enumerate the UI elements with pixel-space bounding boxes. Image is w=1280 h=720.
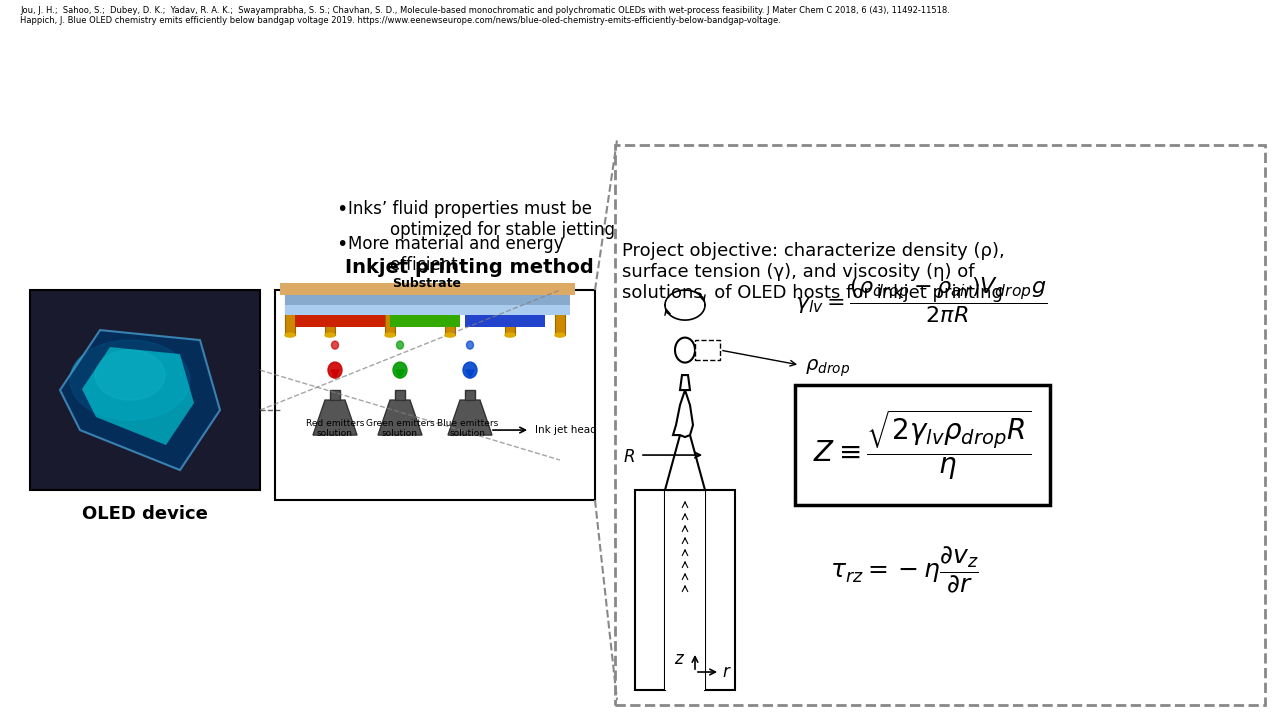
Bar	[556, 295, 564, 335]
Bar	[294, 315, 385, 327]
Ellipse shape	[325, 333, 335, 337]
Ellipse shape	[285, 333, 294, 337]
Text: $\rho_{drop}$: $\rho_{drop}$	[805, 357, 850, 379]
Bar	[396, 390, 404, 400]
Ellipse shape	[95, 350, 165, 400]
Polygon shape	[666, 435, 705, 490]
Polygon shape	[314, 400, 357, 435]
Polygon shape	[332, 370, 339, 378]
Text: Inks’ fluid properties must be
        optimized for stable jetting: Inks’ fluid properties must be optimized…	[348, 200, 614, 239]
Text: $r$: $r$	[722, 663, 732, 681]
Polygon shape	[680, 375, 690, 390]
Bar	[445, 295, 454, 335]
Ellipse shape	[445, 333, 454, 337]
Bar	[325, 295, 335, 335]
Text: $R$: $R$	[623, 448, 635, 466]
Text: Green emitters
solution: Green emitters solution	[366, 418, 434, 438]
Bar	[330, 390, 340, 400]
Bar	[695, 340, 719, 360]
Text: $z$: $z$	[675, 650, 685, 668]
Ellipse shape	[556, 333, 564, 337]
Bar	[29, 290, 260, 490]
Polygon shape	[60, 330, 220, 470]
Bar	[285, 295, 294, 335]
Ellipse shape	[463, 362, 477, 378]
Bar	[465, 315, 545, 327]
Text: Substrate: Substrate	[393, 276, 462, 289]
Text: OLED device: OLED device	[82, 505, 207, 523]
Polygon shape	[378, 400, 422, 435]
Ellipse shape	[328, 362, 342, 378]
Text: •: •	[335, 200, 347, 219]
Bar	[666, 490, 705, 690]
Bar	[705, 490, 735, 690]
Polygon shape	[448, 400, 492, 435]
Bar	[285, 295, 570, 305]
Text: Ink jet head: Ink jet head	[535, 425, 596, 435]
Bar	[795, 385, 1050, 505]
Ellipse shape	[675, 338, 695, 363]
Bar	[465, 390, 475, 400]
Ellipse shape	[385, 333, 396, 337]
Text: Jou, J. H.;  Sahoo, S.;  Dubey, D. K.;  Yadav, R. A. K.;  Swayamprabha, S. S.; C: Jou, J. H.; Sahoo, S.; Dubey, D. K.; Yad…	[20, 6, 950, 25]
Bar	[275, 290, 595, 500]
Polygon shape	[466, 370, 474, 378]
Text: Project objective: characterize density (ρ),
surface tension (γ), and viscosity : Project objective: characterize density …	[622, 242, 1005, 302]
Ellipse shape	[332, 341, 338, 349]
Text: More material and energy
        efficient: More material and energy efficient	[348, 235, 563, 274]
Text: Blue emitters
solution: Blue emitters solution	[438, 418, 499, 438]
Text: $\gamma_{lv} = \dfrac{(\rho_{drop} - \rho_{air})V_{drop}g}{2\pi R}$: $\gamma_{lv} = \dfrac{(\rho_{drop} - \rh…	[795, 276, 1047, 325]
Bar	[280, 283, 575, 295]
Text: •: •	[335, 235, 347, 254]
Ellipse shape	[70, 340, 189, 420]
Text: $Z \equiv \dfrac{\sqrt{2\gamma_{lv}\rho_{drop}R}}{\eta}$: $Z \equiv \dfrac{\sqrt{2\gamma_{lv}\rho_…	[813, 408, 1030, 482]
Bar	[385, 295, 396, 335]
Bar	[506, 295, 515, 335]
Ellipse shape	[393, 362, 407, 378]
Polygon shape	[396, 370, 404, 378]
Bar	[285, 305, 570, 315]
Text: Red emitters
solution: Red emitters solution	[306, 418, 365, 438]
Polygon shape	[673, 390, 692, 437]
Polygon shape	[82, 347, 195, 445]
Bar	[390, 315, 460, 327]
Text: $\tau_{rz} = -\eta\dfrac{\partial v_z}{\partial r}$: $\tau_{rz} = -\eta\dfrac{\partial v_z}{\…	[829, 545, 979, 595]
Ellipse shape	[506, 333, 515, 337]
Ellipse shape	[466, 341, 474, 349]
Bar	[614, 145, 1265, 705]
Ellipse shape	[397, 341, 403, 349]
Text: Inkjet printing method: Inkjet printing method	[346, 258, 594, 277]
Bar	[635, 490, 666, 690]
